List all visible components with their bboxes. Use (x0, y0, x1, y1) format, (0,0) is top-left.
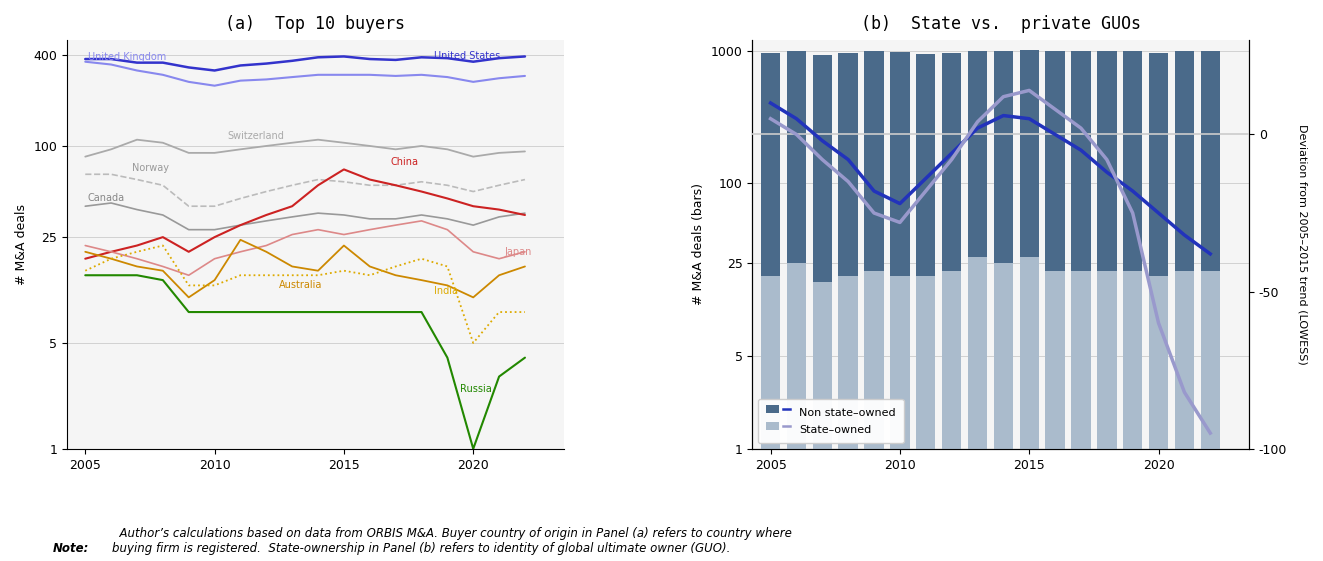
Bar (1200, 270, 1220, 561)
Bar (1200, 51, 1220, 561)
Bar (1123, 51, 1142, 561)
Bar (1097, 52, 1117, 561)
Bar (839, 53, 857, 561)
Text: Canada: Canada (87, 194, 124, 204)
Title: (a)  Top 10 buyers: (a) Top 10 buyers (225, 15, 405, 33)
Bar (1045, 50, 1065, 561)
Bar (812, 282, 832, 561)
Bar (916, 276, 935, 561)
Text: United States: United States (434, 50, 500, 61)
Bar (1097, 270, 1117, 561)
Bar (839, 276, 857, 561)
Title: (b)  State vs.  private GUOs: (b) State vs. private GUOs (861, 15, 1140, 33)
Bar (1020, 50, 1039, 561)
Bar (864, 51, 884, 561)
Bar (890, 276, 910, 561)
Bar (761, 276, 781, 561)
Text: Russia: Russia (460, 384, 492, 394)
Y-axis label: # M&A deals (bars): # M&A deals (bars) (692, 183, 705, 305)
Bar (1020, 257, 1039, 561)
Bar (994, 50, 1013, 561)
Bar (968, 257, 987, 561)
Bar (761, 53, 781, 561)
Bar (1123, 270, 1142, 561)
Text: Note:: Note: (53, 542, 89, 555)
Y-axis label: Deviation from 2005–2015 trend (LOWESS): Deviation from 2005–2015 trend (LOWESS) (1298, 124, 1308, 365)
Text: India: India (434, 286, 459, 296)
Bar (942, 53, 962, 561)
Bar (968, 51, 987, 561)
Bar (890, 52, 910, 561)
Bar (812, 56, 832, 561)
Bar (1148, 276, 1168, 561)
Text: United Kingdom: United Kingdom (87, 52, 167, 62)
Text: Japan: Japan (504, 247, 532, 257)
Bar (994, 263, 1013, 561)
Bar (864, 270, 884, 561)
Text: Switzerland: Switzerland (228, 131, 284, 141)
Text: Author’s calculations based on data from ORBIS M&A. Buyer country of origin in P: Author’s calculations based on data from… (112, 527, 792, 555)
Bar (787, 263, 806, 561)
Bar (787, 51, 806, 561)
Bar (942, 270, 962, 561)
Bar (1175, 50, 1195, 561)
Bar (1148, 53, 1168, 561)
Bar (916, 54, 935, 561)
Bar (1045, 270, 1065, 561)
Bar (1072, 270, 1090, 561)
Bar (1175, 270, 1195, 561)
Bar (1072, 51, 1090, 561)
Y-axis label: # M&A deals: # M&A deals (15, 204, 28, 285)
Text: Norway: Norway (132, 163, 169, 173)
Text: China: China (390, 157, 418, 167)
Text: Australia: Australia (279, 280, 323, 291)
Legend: Non state–owned, State–owned: Non state–owned, State–owned (758, 399, 904, 443)
